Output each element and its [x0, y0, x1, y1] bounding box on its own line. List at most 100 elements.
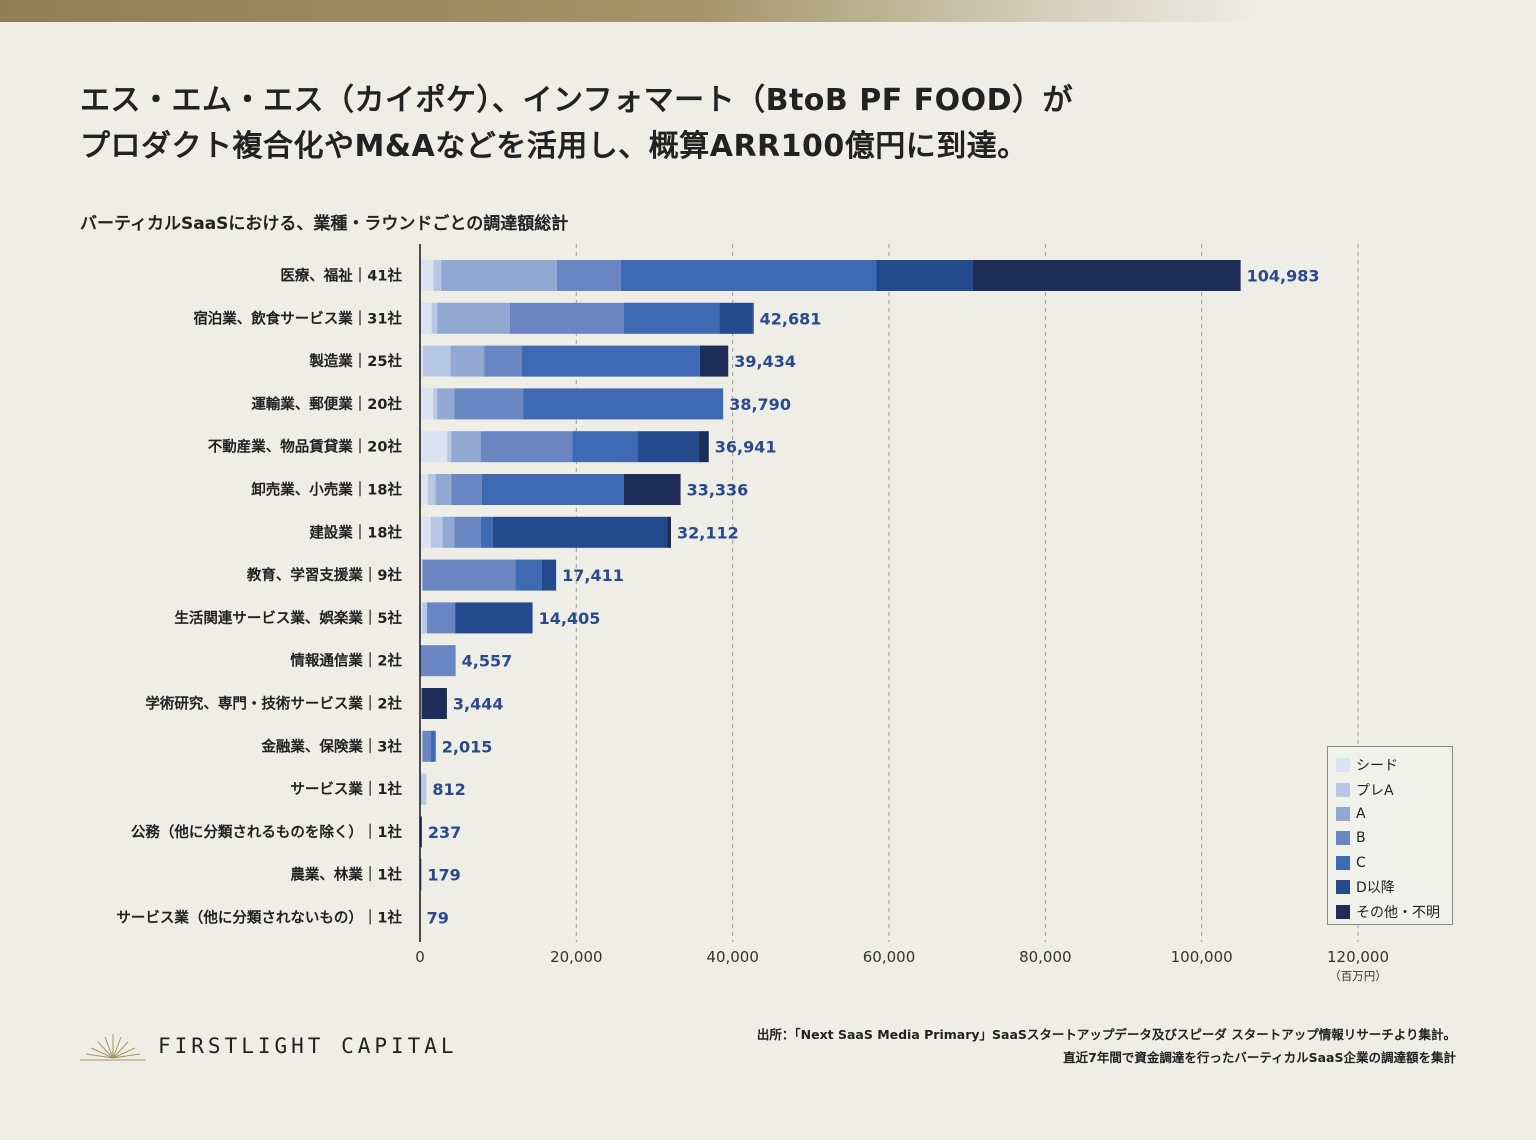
category-label: 製造業｜25社 — [308, 352, 402, 370]
bar-segment — [624, 302, 720, 334]
sunrise-logo-icon — [80, 1034, 146, 1061]
total-value-label: 36,941 — [715, 438, 777, 457]
bar-segment — [435, 474, 452, 505]
bar-segment — [420, 602, 423, 634]
bar-segment — [422, 559, 516, 591]
bar-segment — [509, 302, 625, 334]
bar-segment — [699, 345, 729, 377]
legend-label: C — [1356, 854, 1366, 871]
bar-segment — [480, 516, 493, 548]
bar-segment — [422, 602, 428, 634]
category-label: 教育、学習支援業｜9社 — [246, 566, 403, 584]
category-label: サービス業｜1社 — [290, 780, 402, 798]
total-value-label: 79 — [427, 909, 449, 928]
x-tick-label: 60,000 — [863, 948, 916, 966]
bar-segment — [423, 345, 451, 377]
top-accent-bar — [0, 0, 1536, 22]
legend-swatch — [1336, 855, 1350, 870]
legend-swatch — [1336, 904, 1350, 919]
bar-segment — [620, 260, 877, 291]
category-label: 公務（他に分類されるものを除く）｜1社 — [131, 823, 403, 841]
bar-segment — [420, 645, 456, 677]
total-value-label: 42,681 — [760, 309, 822, 328]
bar-segment — [492, 516, 668, 548]
x-tick-label: 20,000 — [550, 948, 603, 966]
bar-segment — [427, 474, 436, 505]
bar-segment — [699, 431, 709, 463]
bar-segment — [420, 730, 423, 762]
category-label: 卸売業、小売業｜18社 — [251, 481, 402, 499]
bar-segment — [752, 302, 754, 334]
brand-name: FIRSTLIGHT CAPITAL — [158, 1034, 458, 1058]
x-tick-label: 0 — [415, 948, 425, 966]
total-value-label: 38,790 — [729, 395, 791, 414]
brand-logo: FIRSTLIGHT CAPITAL — [78, 1028, 458, 1064]
legend-item: D以降 — [1336, 875, 1452, 899]
bar-segment — [523, 388, 724, 420]
bar-segment — [484, 345, 522, 377]
total-value-label: 812 — [432, 780, 465, 799]
bar-segment — [420, 388, 434, 420]
total-value-label: 17,411 — [562, 566, 624, 585]
legend-item: B — [1336, 826, 1452, 850]
legend-label: プレA — [1356, 782, 1394, 799]
category-label: 不動産業、物品賃貸業｜20社 — [208, 438, 403, 456]
bar-segment — [433, 260, 442, 291]
legend-label: B — [1356, 830, 1366, 847]
bar-segment — [521, 345, 700, 377]
bar-segment — [556, 260, 621, 291]
headline-line-2: プロダクト複合化やM&Aなどを活用し、概算ARR100億円に到達。 — [80, 129, 1028, 164]
bar-segment — [515, 559, 542, 591]
bar-segment — [420, 773, 427, 805]
bar-segment — [420, 431, 448, 463]
x-tick-label: 80,000 — [1019, 948, 1072, 966]
total-value-label: 32,112 — [677, 523, 739, 542]
bar-segment — [420, 559, 423, 591]
chart-subtitle: バーティカルSaaSにおける、業種・ラウンドごとの調達額総計 — [80, 214, 569, 234]
total-value-label: 104,983 — [1247, 267, 1320, 286]
bar-segment — [431, 302, 438, 334]
category-label: 金融業、保険業｜3社 — [260, 737, 402, 755]
legend-label: A — [1356, 805, 1366, 822]
bar-segment — [719, 302, 753, 334]
bar-segment — [454, 388, 524, 420]
x-unit-label: （百万円） — [1329, 969, 1387, 983]
legend-item: シード — [1336, 753, 1452, 777]
source-line-1: 出所：「Next SaaS Media Primary」SaaSスタートアップデ… — [756, 1027, 1456, 1042]
category-label: 宿泊業、飲食サービス業｜31社 — [193, 309, 402, 327]
bar-segment — [451, 474, 482, 505]
total-value-label: 14,405 — [539, 609, 601, 628]
bar-segment — [638, 431, 700, 463]
bar-segment — [972, 260, 1241, 291]
category-label: 農業、林業｜1社 — [290, 866, 402, 884]
bar-segment — [624, 474, 681, 505]
bar-segment — [454, 516, 481, 548]
legend-item: C — [1336, 851, 1452, 875]
bar-segment — [427, 602, 456, 634]
category-label: 医療、福祉｜41社 — [280, 267, 402, 285]
legend-item: A — [1336, 802, 1452, 826]
stacked-bar-chart: 0 20,000 40,000 60,000 80,000 100,000 120,000 （… — [116, 244, 1389, 983]
total-value-label: 39,434 — [734, 352, 796, 371]
bar-segment — [420, 345, 424, 377]
category-label: 運輸業、郵便業｜20社 — [251, 395, 402, 413]
legend-swatch — [1336, 782, 1350, 797]
bar-segment — [420, 474, 428, 505]
headline: エス・エム・エス（カイポケ）、インフォマート（BtoB PF FOOD）が プロ… — [80, 78, 1460, 170]
bar-segment — [667, 516, 672, 548]
legend-swatch — [1336, 806, 1350, 821]
bar-segment — [422, 730, 431, 762]
legend-item: プレA — [1336, 777, 1452, 801]
category-label: 生活関連サービス業、娯楽業｜5社 — [174, 609, 402, 627]
bar-segment — [437, 302, 510, 334]
chart-legend: シード プレA A B C D以降 その他・不明 — [1327, 746, 1453, 925]
bar-segment — [430, 730, 436, 762]
source-note: 出所：「Next SaaS Media Primary」SaaSスタートアップデ… — [757, 1023, 1456, 1069]
legend-swatch — [1336, 880, 1350, 895]
bar-segment — [481, 474, 625, 505]
x-tick-label: 100,000 — [1171, 948, 1233, 966]
bar-segment — [541, 559, 557, 591]
bar-segment — [430, 516, 443, 548]
bar-segment — [441, 260, 557, 291]
total-value-label: 179 — [427, 866, 460, 885]
